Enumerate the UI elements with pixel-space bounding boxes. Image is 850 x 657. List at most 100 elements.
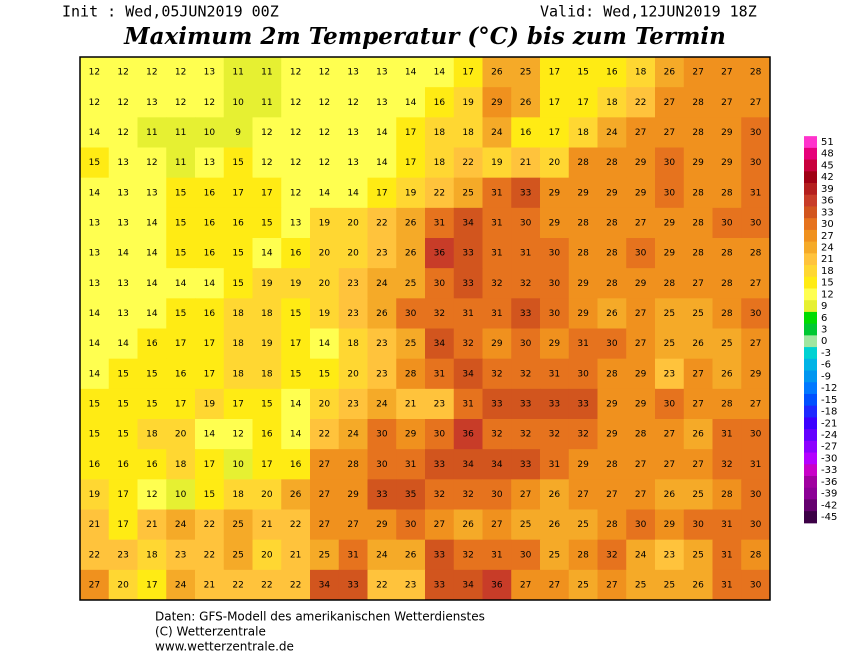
legend-label: 3 bbox=[821, 325, 827, 336]
temperature-label: 30 bbox=[692, 520, 704, 530]
temperature-cell bbox=[338, 539, 368, 571]
temperature-label: 28 bbox=[606, 369, 618, 379]
temperature-label: 30 bbox=[405, 520, 417, 530]
temperature-cell bbox=[626, 207, 656, 239]
legend-label: 12 bbox=[821, 289, 834, 300]
temperature-label: 28 bbox=[577, 550, 589, 560]
legend-swatch bbox=[804, 347, 817, 360]
temperature-label: 14 bbox=[146, 279, 158, 289]
temperature-label: 17 bbox=[549, 68, 560, 78]
temperature-label: 28 bbox=[606, 218, 618, 228]
temperature-label: 31 bbox=[405, 460, 416, 470]
temperature-cell bbox=[137, 177, 167, 209]
temperature-label: 16 bbox=[261, 430, 273, 440]
temperature-label: 12 bbox=[290, 68, 301, 78]
temperature-label: 29 bbox=[405, 430, 417, 440]
temperature-label: 14 bbox=[204, 430, 216, 440]
legend-swatch bbox=[804, 335, 817, 348]
temperature-cell bbox=[310, 117, 340, 148]
temperature-cell bbox=[453, 177, 483, 209]
temperature-label: 13 bbox=[146, 188, 157, 198]
temperature-cell bbox=[482, 117, 512, 148]
temperature-cell bbox=[425, 268, 455, 299]
temperature-label: 30 bbox=[750, 158, 762, 168]
temperature-cell bbox=[655, 177, 685, 209]
temperature-cell bbox=[80, 87, 110, 118]
temperature-cell bbox=[540, 177, 570, 209]
temperature-cell bbox=[195, 328, 225, 360]
temperature-cell bbox=[655, 147, 685, 179]
temperature-label: 23 bbox=[664, 369, 675, 379]
temperature-label: 31 bbox=[434, 218, 445, 228]
temperature-cell bbox=[511, 207, 541, 239]
temperature-label: 30 bbox=[434, 430, 446, 440]
temperature-cell bbox=[223, 569, 253, 601]
temperature-label: 28 bbox=[606, 249, 618, 259]
temperature-cell bbox=[252, 539, 282, 571]
temperature-label: 16 bbox=[606, 68, 618, 78]
temperature-label: 21 bbox=[520, 158, 531, 168]
legend-label: 39 bbox=[821, 184, 834, 195]
temperature-cell bbox=[252, 328, 282, 360]
temperature-label: 13 bbox=[117, 188, 128, 198]
temperature-label: 16 bbox=[204, 249, 216, 259]
temperature-cell bbox=[80, 539, 110, 571]
temperature-cell bbox=[396, 479, 426, 510]
temperature-cell bbox=[626, 117, 656, 148]
temperature-cell bbox=[482, 479, 512, 510]
temperature-cell bbox=[626, 358, 656, 390]
temperature-label: 31 bbox=[491, 188, 502, 198]
temperature-label: 12 bbox=[146, 158, 157, 168]
temperature-cell bbox=[367, 539, 397, 571]
temperature-cell bbox=[281, 87, 311, 118]
temperature-label: 26 bbox=[692, 339, 704, 349]
temperature-label: 23 bbox=[376, 249, 387, 259]
temperature-label: 32 bbox=[721, 460, 732, 470]
temperature-cell bbox=[166, 117, 196, 148]
temperature-cell bbox=[367, 479, 397, 510]
temperature-cell bbox=[108, 449, 138, 480]
temperature-label: 15 bbox=[175, 309, 186, 319]
temperature-cell bbox=[425, 539, 455, 571]
temperature-cell bbox=[655, 358, 685, 390]
temperature-cell bbox=[396, 238, 426, 269]
temperature-cell bbox=[367, 117, 397, 148]
temperature-cell bbox=[482, 57, 512, 88]
temperature-cell bbox=[597, 147, 627, 179]
temperature-label: 29 bbox=[606, 430, 618, 440]
temperature-cell bbox=[252, 479, 282, 510]
temperature-label: 17 bbox=[117, 490, 128, 500]
temperature-label: 33 bbox=[462, 249, 473, 259]
temperature-label: 12 bbox=[261, 128, 272, 138]
temperature-label: 16 bbox=[434, 98, 446, 108]
temperature-label: 29 bbox=[721, 128, 733, 138]
temperature-cell bbox=[683, 388, 713, 420]
temperature-cell bbox=[453, 509, 483, 541]
temperature-label: 20 bbox=[117, 580, 129, 590]
temperature-cell bbox=[396, 358, 426, 390]
temperature-cell bbox=[511, 238, 541, 269]
temperature-label: 27 bbox=[635, 460, 646, 470]
temperature-label: 29 bbox=[750, 369, 762, 379]
temperature-cell bbox=[281, 358, 311, 390]
temperature-label: 31 bbox=[520, 249, 531, 259]
temperature-cell bbox=[683, 298, 713, 329]
temperature-cell bbox=[683, 509, 713, 541]
legend-label: 27 bbox=[821, 231, 834, 242]
temperature-cell bbox=[655, 419, 685, 450]
temperature-cell bbox=[626, 449, 656, 480]
temperature-label: 24 bbox=[376, 399, 388, 409]
temperature-cell bbox=[683, 419, 713, 450]
temperature-label: 12 bbox=[232, 430, 243, 440]
temperature-cell bbox=[597, 449, 627, 480]
temperature-label: 15 bbox=[232, 158, 243, 168]
temperature-label: 30 bbox=[549, 249, 561, 259]
temperature-cell bbox=[683, 569, 713, 601]
temperature-cell bbox=[655, 509, 685, 541]
temperature-cell bbox=[626, 298, 656, 329]
temperature-cell bbox=[626, 238, 656, 269]
temperature-label: 30 bbox=[750, 128, 762, 138]
temperature-cell bbox=[338, 328, 368, 360]
temperature-cell bbox=[597, 358, 627, 390]
temperature-label: 27 bbox=[692, 68, 703, 78]
